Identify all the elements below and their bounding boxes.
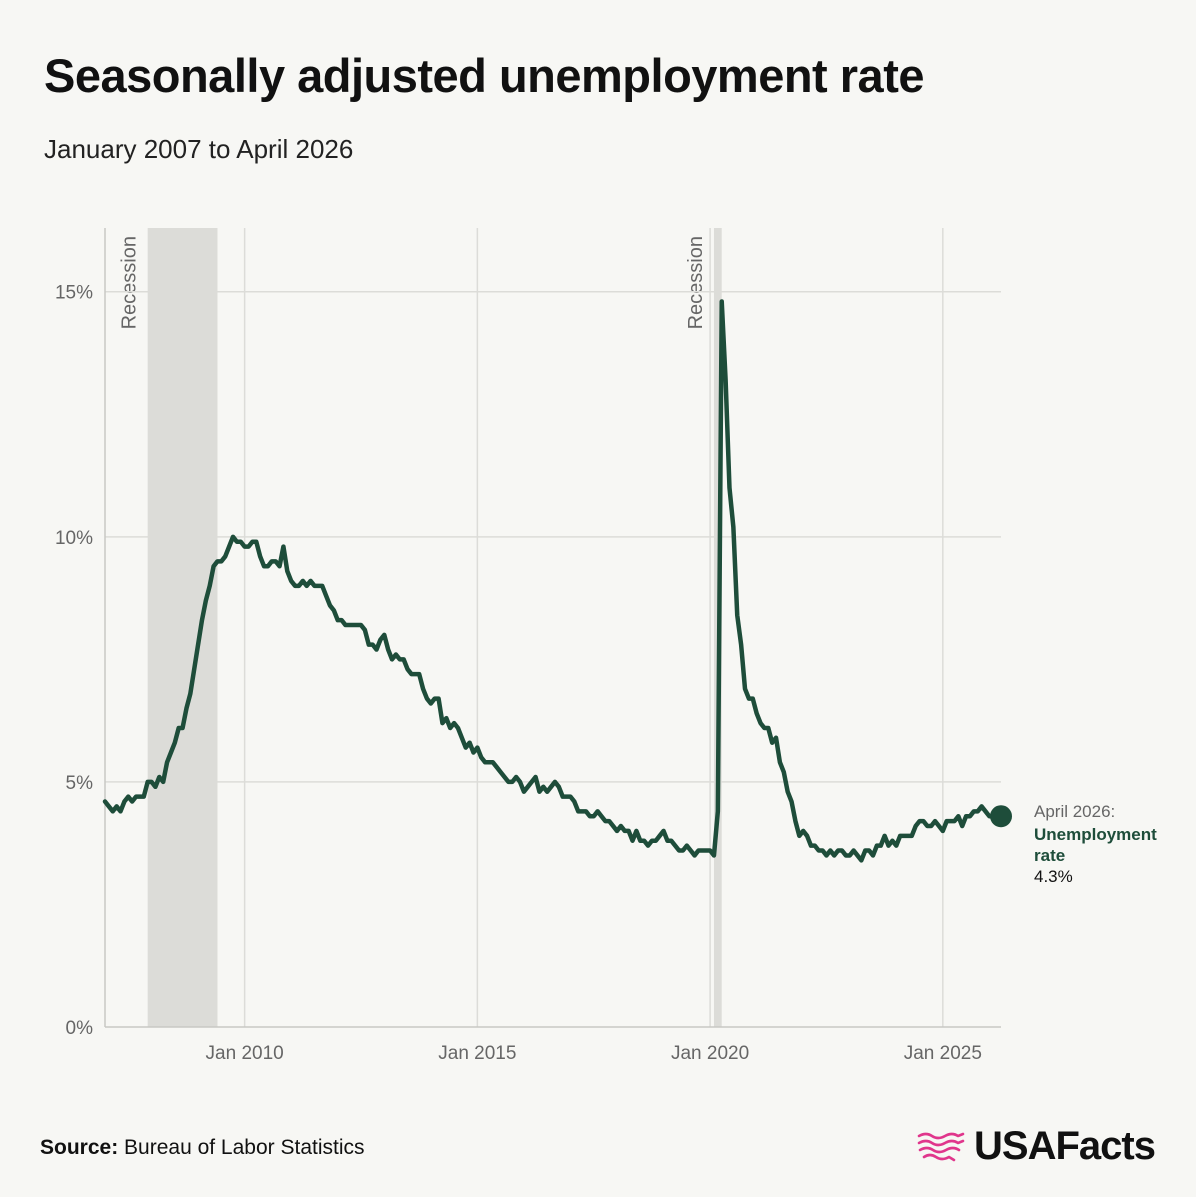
flag-map-icon [917, 1132, 965, 1162]
y-tick-label-15: 15% [55, 283, 93, 304]
x-tick-label-1: Jan 2010 [206, 1043, 284, 1064]
y-tick-label-5: 5% [66, 773, 94, 794]
usafacts-logo: USAFacts [916, 1123, 1156, 1168]
series-endpoint-marker [990, 805, 1012, 828]
chart-title: Seasonally adjusted unemployment rate [44, 49, 925, 102]
series-layer [102, 299, 1012, 863]
series-line-1 [102, 299, 1004, 863]
recession-label-2: Recession [685, 236, 707, 329]
logo-wordmark: USAFacts [974, 1123, 1156, 1168]
annotation-date: April 2026: [1034, 802, 1115, 821]
x-tick-label-3: Jan 2020 [671, 1043, 749, 1064]
gridlines [105, 228, 1001, 1027]
chart-subtitle: January 2007 to April 2026 [44, 134, 354, 164]
recession-label-1: Recession [119, 236, 141, 329]
source-note: Source: Bureau of Labor Statistics [40, 1136, 365, 1160]
end-annotation: April 2026: Unemployment rate 4.3% [1034, 802, 1157, 886]
x-tick-label-4: Jan 2025 [904, 1043, 982, 1064]
y-tick-label-0: 0% [66, 1018, 94, 1039]
axes: 0% 5% 10% 15% Jan 2010 Jan 2015 Jan 2020 Jan 20… [55, 228, 1001, 1064]
annotation-series-line1: Unemployment [1034, 825, 1157, 844]
source-text: Bureau of Labor Statistics [124, 1136, 365, 1159]
y-tick-label-10: 10% [55, 528, 93, 549]
recession-band-1 [147, 228, 218, 1027]
annotation-series-line2: rate [1034, 846, 1065, 865]
x-tick-label-2: Jan 2015 [438, 1043, 516, 1064]
recession-bands: Recession Recession [119, 228, 722, 1027]
source-label: Source: [40, 1136, 119, 1159]
annotation-value: 4.3% [1034, 867, 1073, 886]
line-chart: Recession Recession 0% 5% 10% 15% Jan 2010 Jan… [55, 228, 1157, 1064]
